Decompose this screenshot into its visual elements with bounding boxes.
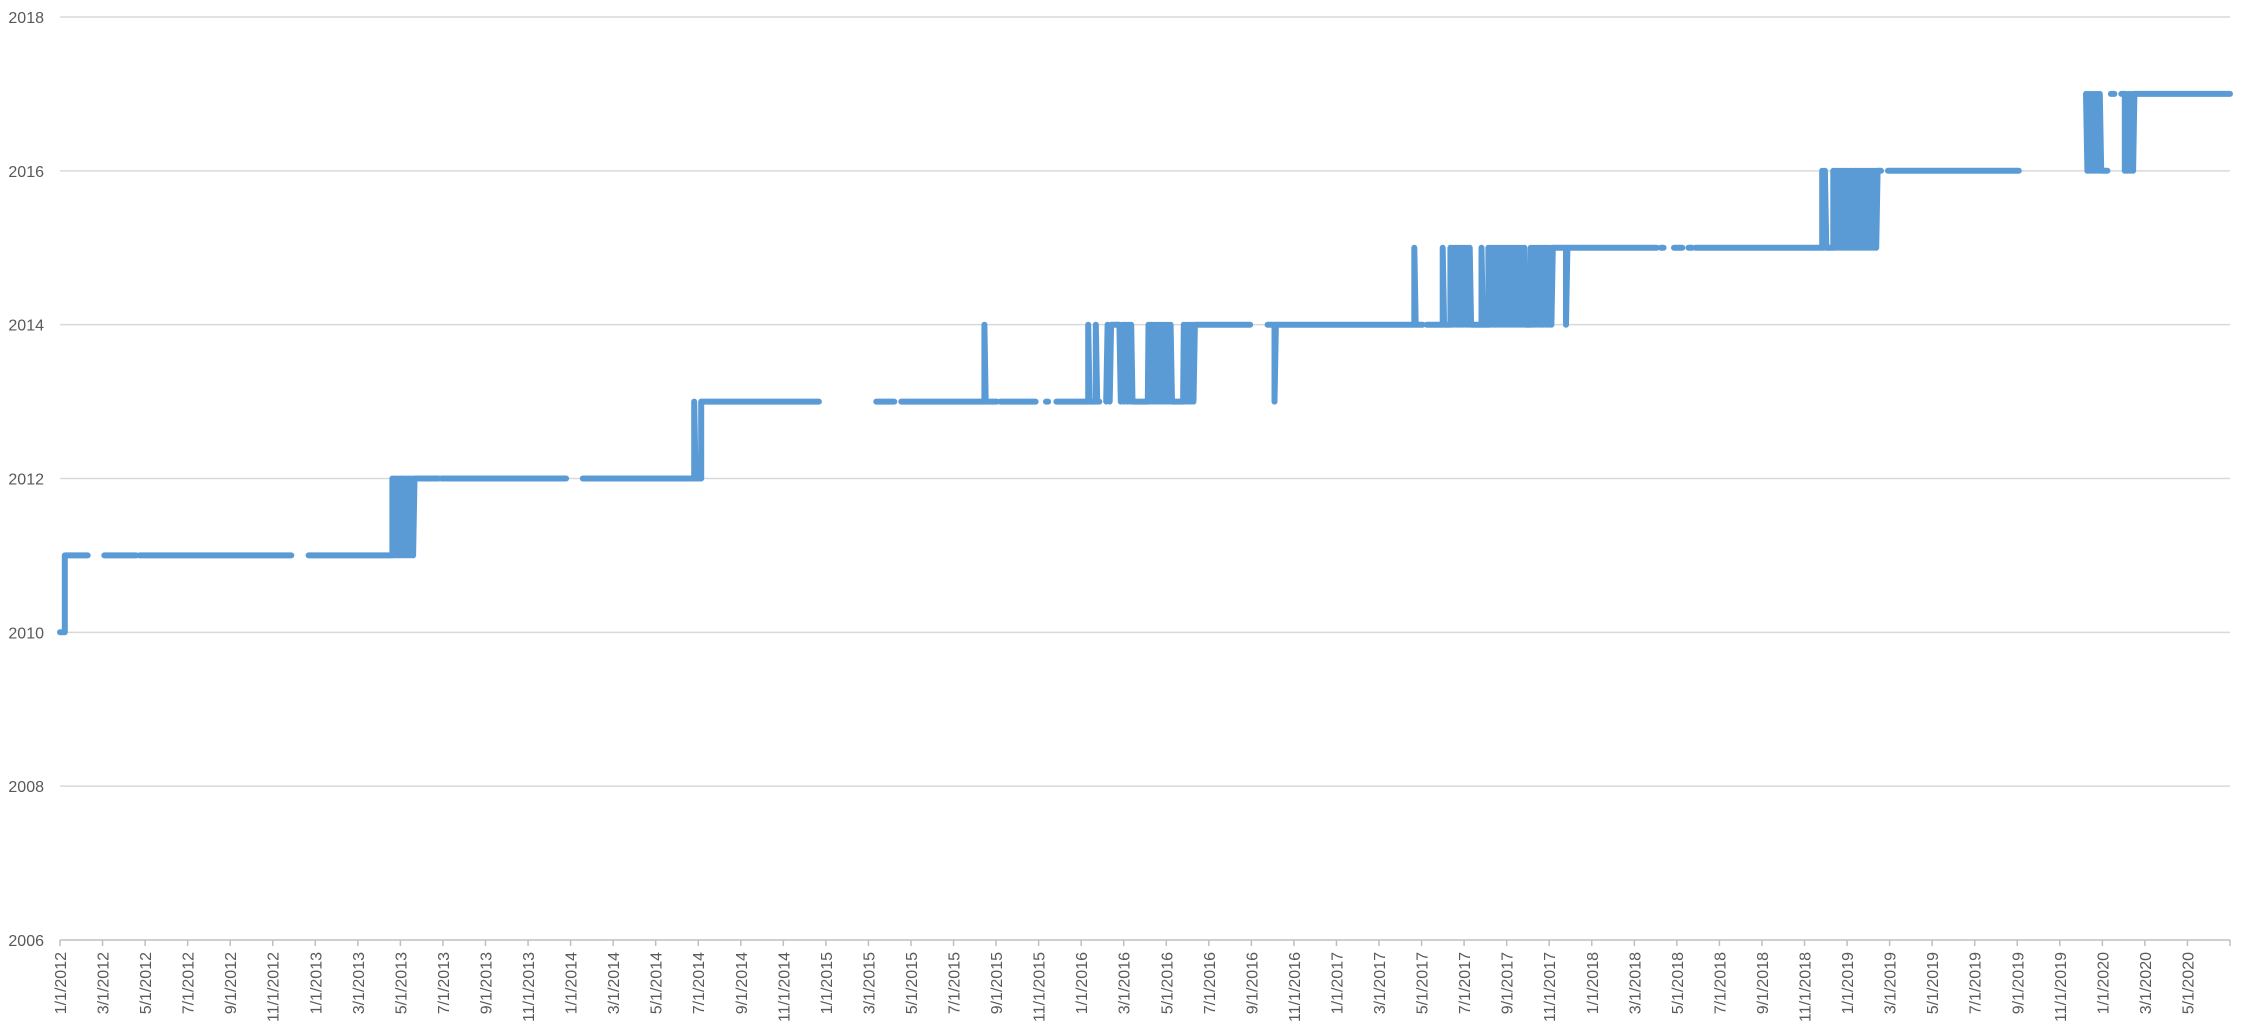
series-0-segment-0 (57, 552, 91, 636)
x-tick-label: 3/1/2012 (96, 952, 113, 1014)
x-tick-label: 11/1/2019 (2053, 952, 2070, 1022)
x-tick-label: 9/1/2013 (478, 952, 495, 1014)
x-tick-label: 9/1/2016 (1244, 952, 1261, 1014)
x-tick-label: 5/1/2020 (2180, 952, 2197, 1014)
x-tick-label: 7/1/2018 (1712, 952, 1729, 1014)
x-tick-label: 3/1/2018 (1627, 952, 1644, 1014)
x-tick-label: 9/1/2012 (223, 952, 240, 1014)
x-tick-label: 3/1/2019 (1883, 952, 1900, 1014)
y-axis: 2006 2008 2010 2012 2014 2016 2018 (8, 10, 44, 950)
x-tick-label: 11/1/2018 (1798, 952, 1815, 1022)
x-tick-label: 11/1/2015 (1032, 952, 1049, 1022)
x-tick-label: 7/1/2015 (947, 952, 964, 1014)
x-tick-label: 5/1/2019 (1925, 952, 1942, 1014)
x-tick-label: 7/1/2014 (691, 952, 708, 1014)
y-tick-label: 2014 (8, 318, 44, 335)
x-tick-label: 5/1/2014 (649, 952, 666, 1014)
x-tick-label: 7/1/2013 (436, 952, 453, 1014)
x-tick-label: 1/1/2018 (1585, 952, 1602, 1014)
x-tick-label: 1/1/2020 (2095, 952, 2112, 1014)
x-tick-label: 5/1/2013 (393, 952, 410, 1014)
series-0-segment-13 (1423, 244, 1660, 328)
x-tick-label: 11/1/2017 (1542, 952, 1559, 1022)
x-tick-label: 9/1/2018 (1755, 952, 1772, 1014)
x-tick-label: 1/1/2014 (564, 952, 581, 1014)
x-tick-label: 1/1/2016 (1074, 952, 1091, 1014)
x-tick-label: 1/1/2012 (53, 952, 70, 1014)
x-tick-label: 11/1/2013 (521, 952, 538, 1022)
y-tick-label: 2018 (8, 10, 44, 27)
series-0-segment-11 (1103, 321, 1254, 405)
series-0-segment-17 (1692, 167, 1884, 251)
x-tick-label: 7/1/2017 (1457, 952, 1474, 1014)
y-tick-label: 2010 (8, 625, 44, 642)
x-tick-label: 9/1/2014 (734, 952, 751, 1014)
y-tick-label: 2012 (8, 472, 44, 489)
x-tick-label: 1/1/2017 (1329, 952, 1346, 1014)
series-0-segment-12 (1264, 244, 1426, 405)
x-tick-label: 1/1/2015 (819, 952, 836, 1014)
x-tick-label: 7/1/2016 (1202, 952, 1219, 1014)
x-tick-label: 3/1/2017 (1372, 952, 1389, 1014)
x-tick-label: 5/1/2015 (904, 952, 921, 1014)
x-tick-label: 5/1/2012 (138, 952, 155, 1014)
series-0-segment-7 (898, 321, 1000, 405)
x-tick-label: 5/1/2016 (1159, 952, 1176, 1014)
x-tick-label: 9/1/2015 (989, 952, 1006, 1014)
series-0-segment-5 (579, 398, 822, 482)
x-tick-label: 1/1/2019 (1840, 952, 1857, 1014)
x-tick-label: 11/1/2016 (1287, 952, 1304, 1022)
x-tick-label: 3/1/2015 (861, 952, 878, 1014)
x-tick-label: 7/1/2012 (181, 952, 198, 1014)
x-axis: 1/1/2012 3/1/2012 5/1/2012 7/1/2012 9/1/2012… (53, 940, 2231, 1022)
x-tick-label: 3/1/2016 (1117, 952, 1134, 1014)
x-tick-label: 1/1/2013 (308, 952, 325, 1014)
x-tick-label: 7/1/2019 (1968, 952, 1985, 1014)
y-tick-label: 2006 (8, 933, 44, 950)
x-tick-label: 11/1/2014 (776, 952, 793, 1022)
x-tick-label: 9/1/2017 (1500, 952, 1517, 1014)
series-0-segment-21 (2118, 90, 2233, 174)
y-tick-label: 2008 (8, 779, 44, 796)
x-tick-label: 5/1/2018 (1670, 952, 1687, 1014)
series-0-segment-3 (305, 475, 442, 559)
y-tick-label: 2016 (8, 164, 44, 181)
x-tick-label: 9/1/2019 (2010, 952, 2027, 1014)
series-0-segment-10 (1053, 321, 1103, 405)
x-tick-label: 3/1/2013 (351, 952, 368, 1014)
series-layer (57, 90, 2233, 636)
x-tick-label: 3/1/2014 (606, 952, 623, 1014)
x-tick-label: 11/1/2012 (266, 952, 283, 1022)
gridlines (60, 16, 2230, 941)
series-0-segment-19 (2083, 90, 2111, 174)
x-tick-label: 3/1/2020 (2138, 952, 2155, 1014)
x-tick-label: 5/1/2017 (1415, 952, 1432, 1014)
